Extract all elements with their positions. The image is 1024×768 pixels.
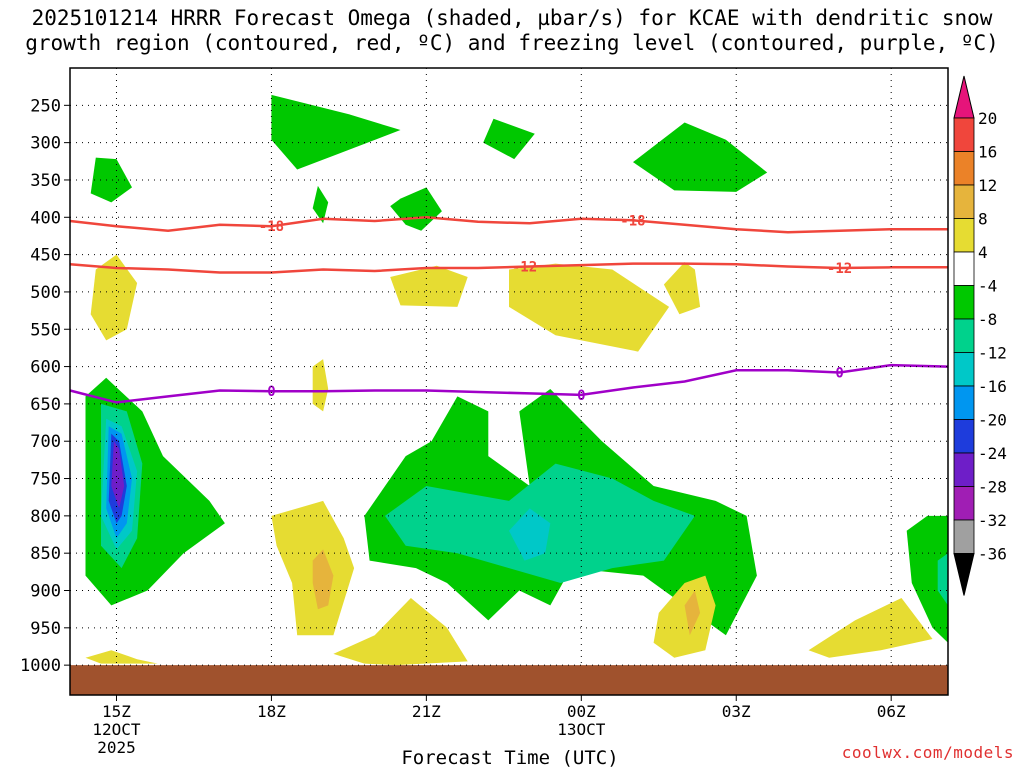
colorbar-label-4: 4 (978, 243, 988, 262)
plot-grid (70, 68, 948, 666)
colorbar-label--32: -32 (978, 511, 1007, 530)
contour-label-temp-0-freezing-2: 0 (835, 366, 843, 382)
plot-area (70, 68, 948, 695)
x-tick-label-03Z: 03Z (722, 702, 751, 721)
colorbar-segment-4_8 (953, 218, 975, 253)
colorbar-segment-neg36_neg32 (953, 519, 975, 554)
y-tick-label-850: 850 (30, 544, 61, 564)
omega-region-yellow-lower-06z (808, 598, 933, 658)
omega-region-yellow-lower-02z (653, 575, 716, 658)
colorbar-label--24: -24 (978, 444, 1007, 463)
colorbar-label-8: 8 (978, 210, 988, 229)
y-tick-label-350: 350 (30, 171, 61, 191)
omega-region-yellow-500-15z (90, 254, 138, 341)
colorbar-segment-neg24_neg20 (953, 419, 975, 454)
x-tick-year-15Z: 2025 (97, 738, 136, 757)
y-tick-label-500: 500 (30, 283, 61, 303)
colorbar-label-20: 20 (978, 109, 997, 128)
plot-background (70, 68, 948, 695)
y-tick-label-900: 900 (30, 582, 61, 602)
colorbar-segment-neg20_neg16 (953, 385, 975, 420)
x-tick-label-06Z: 06Z (877, 702, 906, 721)
x-tick-label-00Z: 00Z (567, 702, 596, 721)
contour-temp-minus-12 (69, 262, 948, 274)
colorbar-segment-neg28_neg24 (953, 452, 975, 487)
x-tick-label-15Z: 15Z (102, 702, 131, 721)
omega-region-green-lower-07z (906, 515, 948, 643)
contour-label-temp-0-freezing-1: 0 (577, 388, 585, 404)
y-tick-label-650: 650 (30, 395, 61, 415)
y-tick-label-700: 700 (30, 432, 61, 452)
colorbar-label--16: -16 (978, 377, 1007, 396)
x-tick-label-21Z: 21Z (412, 702, 441, 721)
y-tick-label-300: 300 (30, 134, 61, 154)
colorbar-segment-neg8_neg4 (953, 285, 975, 320)
colorbar-label--20: -20 (978, 411, 1007, 430)
colorbar-segment-8_12 (953, 184, 975, 219)
y-tick-label-250: 250 (30, 96, 61, 116)
colorbar-segment-16_20 (953, 117, 975, 152)
contour-label-temp-minus-18-1: -18 (620, 213, 645, 229)
plot-frame (69, 67, 949, 696)
contour-temp-0-freezing (69, 363, 949, 404)
chart-title-line2: growth region (contoured, red, ºC) and f… (25, 31, 999, 55)
contour-label-temp-minus-18-0: -18 (259, 219, 284, 235)
colorbar-segment-neg16_neg12 (953, 352, 975, 387)
omega-region-green-400-19z (312, 185, 329, 224)
omega-region-yellow-620-19z (312, 359, 329, 412)
y-tick-label-450: 450 (30, 246, 61, 266)
contour-label-temp-minus-12-0: -12 (512, 260, 537, 276)
colorbar-label--12: -12 (978, 344, 1007, 363)
contour-temp-minus-18 (69, 216, 948, 234)
chart-title-line1: 2025101214 HRRR Forecast Omega (shaded, … (31, 6, 993, 30)
omega-region-yellow-500-21z (390, 265, 468, 307)
temperature-contours: -18 -18-12 -120 00 (69, 213, 949, 404)
colorbar-segment-neg4_4 (953, 251, 975, 286)
omega-region-yellow-lower-21z (333, 598, 468, 666)
colorbar-segment-neg12_neg8 (953, 318, 975, 353)
plot-axes: 250 300 350 400 450 500 550 600 650 700 750 800 850 9… (20, 67, 949, 757)
ground-surface (70, 665, 948, 695)
y-tick-label-1000: 1000 (20, 656, 61, 676)
colorbar-label--36: -36 (978, 545, 1007, 564)
omega-region-cyan-lower-2330z (509, 508, 551, 561)
y-tick-label-950: 950 (30, 619, 61, 639)
colorbar-label-16: 16 (978, 143, 997, 162)
x-tick-date-15Z: 12OCT (92, 720, 141, 739)
omega-region-yellow-460-02z (663, 262, 701, 315)
x-axis-label: Forecast Time (UTC) (401, 747, 618, 768)
omega-region-orange-lower-02z (684, 590, 701, 636)
omega-region-purple-lower-15z (111, 441, 125, 509)
y-tick-label-550: 550 (30, 320, 61, 340)
contour-label-temp-minus-12-1: -12 (827, 261, 852, 277)
colorbar-arrow-top (953, 75, 975, 119)
colorbar-label-12: 12 (978, 176, 997, 195)
omega-region-teal-lower-07z (937, 553, 948, 606)
colorbar-segment-neg32_neg28 (953, 486, 975, 521)
omega-region-green-upper-02z (633, 122, 768, 192)
omega-region-yellow-500-00z (509, 263, 670, 352)
colorbar-label--4: -4 (978, 277, 997, 296)
omega-region-green-upper-18z (271, 94, 401, 170)
colorbar-label--28: -28 (978, 478, 1007, 497)
omega-region-green-upper-21z (483, 118, 535, 160)
colorbar-label--8: -8 (978, 310, 997, 329)
x-tick-label-18Z: 18Z (257, 702, 286, 721)
omega-colorbar: 20 16 12 8 4 -4 -8 -12 -16 -20 -24 -28 -32 -36 (953, 75, 1007, 596)
colorbar-segment-12_16 (953, 151, 975, 186)
omega-region-orange-lower-19z (312, 549, 334, 610)
y-tick-label-750: 750 (30, 470, 61, 490)
y-tick-label-800: 800 (30, 507, 61, 527)
chart-title: 2025101214 HRRR Forecast Omega (shaded, … (0, 6, 1024, 56)
omega-region-yellow-ground-15z (85, 650, 158, 664)
y-tick-label-400: 400 (30, 208, 61, 228)
y-tick-label-600: 600 (30, 358, 61, 378)
omega-region-green-350-15z (90, 157, 132, 203)
x-tick-date-00Z: 13OCT (557, 720, 606, 739)
colorbar-arrow-bottom (953, 553, 975, 596)
site-credit[interactable]: coolwx.com/models (841, 743, 1014, 762)
